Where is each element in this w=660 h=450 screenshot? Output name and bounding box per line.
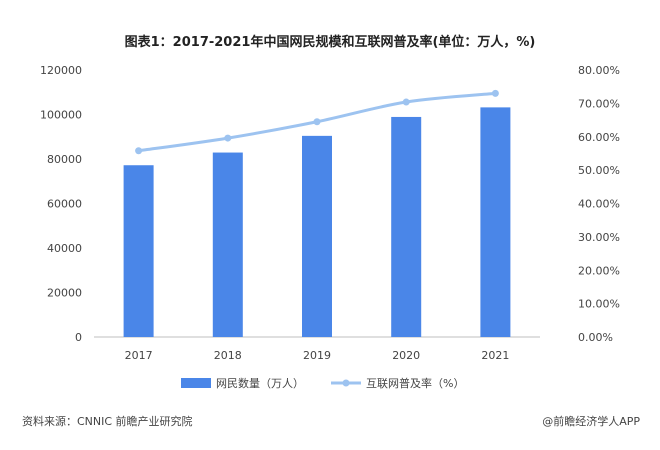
line-point: [224, 134, 232, 142]
bar: [123, 165, 154, 337]
bar-series: [123, 107, 511, 337]
y-right-tick-label: 10.00%: [578, 298, 620, 311]
y-left-tick-label: 40000: [47, 242, 82, 255]
bar: [302, 135, 332, 337]
y-right-tick-label: 0.00%: [578, 331, 613, 344]
legend-label-bar: 网民数量（万人）: [216, 377, 304, 390]
line-point: [313, 118, 321, 126]
y-right-tick-label: 20.00%: [578, 264, 620, 277]
x-tick-label: 2021: [481, 349, 509, 362]
x-tick-label: 2020: [392, 349, 420, 362]
chart-title: 图表1：2017-2021年中国网民规模和互联网普及率(单位：万人，%): [125, 34, 536, 50]
bar: [480, 107, 511, 337]
x-tick-label: 2018: [214, 349, 242, 362]
y-left-tick-label: 20000: [47, 287, 82, 300]
source-note: 资料来源：CNNIC 前瞻产业研究院: [22, 414, 193, 428]
line-point: [402, 98, 410, 106]
y-right-tick-label: 40.00%: [578, 198, 620, 211]
y-right-tick-label: 60.00%: [578, 131, 620, 144]
x-tick-label: 2017: [125, 349, 153, 362]
legend-swatch-bar: [181, 378, 211, 388]
y-left-tick-label: 100000: [40, 109, 82, 122]
line-series: [135, 89, 499, 155]
bar: [391, 116, 422, 337]
brand-note: @前瞻经济学人APP: [542, 414, 640, 428]
y-left-tick-label: 60000: [47, 198, 82, 211]
legend-swatch-line-marker: [342, 379, 350, 387]
y-right-tick-label: 70.00%: [578, 97, 620, 110]
y-right-tick-label: 50.00%: [578, 164, 620, 177]
line-point: [135, 147, 143, 155]
y-right-tick-label: 30.00%: [578, 231, 620, 244]
legend-label-line: 互联网普及率（%）: [366, 376, 464, 390]
line-point: [491, 89, 499, 97]
x-tick-label: 2019: [303, 349, 331, 362]
legend: 网民数量（万人） 互联网普及率（%）: [181, 376, 464, 390]
y-left-tick-label: 120000: [40, 64, 82, 77]
y-right-tick-label: 80.00%: [578, 64, 620, 77]
bar: [212, 152, 243, 337]
y-left-tick-label: 0: [75, 331, 82, 344]
y-left-tick-label: 80000: [47, 153, 82, 166]
axes: 0 20000 40000 60000 80000 100000 120000 0.00% 10…: [40, 64, 620, 362]
